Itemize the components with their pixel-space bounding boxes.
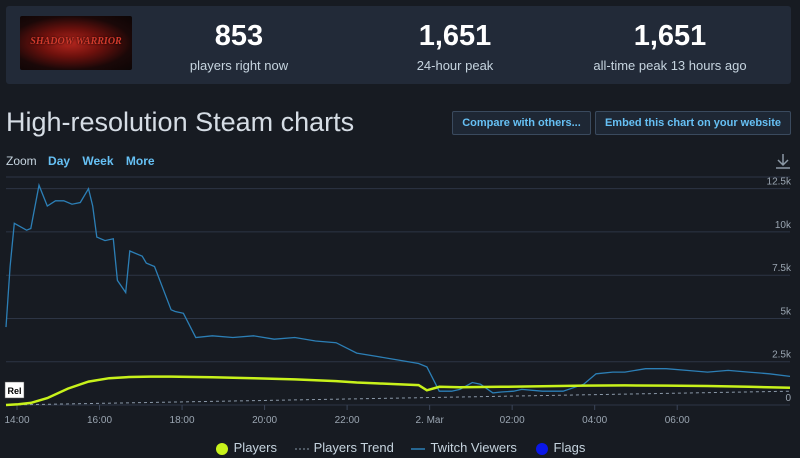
twitch-viewers-line [5,182,791,394]
x-tick-label: 18:00 [170,415,195,426]
players-dot-icon [215,442,228,455]
legend-players[interactable]: Players [215,440,277,456]
legend-label: Players Trend [313,440,394,455]
stat-label: 24-hour peak [416,58,494,73]
game-logo-text: SHADOW WARRIOR [30,36,122,47]
x-tick-label: 06:00 [665,415,690,426]
zoom-week-link[interactable]: Week [82,154,114,168]
x-axis-labels: 14:00 16:00 18:00 20:00 22:00 2. Mar 02:00 04:0… [4,405,690,426]
players-chart[interactable]: 12.5k 10k 7.5k 5k 2.5k 0 14:00 16:00 18:00 20:00… [0,175,800,435]
legend-label: Flags [553,440,586,455]
stat-24h-peak: 1,651 24-hour peak [375,20,535,73]
compare-button[interactable]: Compare with others... [452,111,591,135]
flags-dot-icon [535,442,548,455]
game-logo[interactable]: SHADOW WARRIOR [20,16,132,70]
y-tick-label: 5k [780,306,792,317]
zoom-row: Zoom Day Week More [6,154,164,168]
embed-button[interactable]: Embed this chart on your website [595,111,791,135]
download-icon[interactable] [774,152,792,170]
stat-value: 1,651 [633,20,707,52]
x-tick-label: 20:00 [252,415,277,426]
zoom-more-link[interactable]: More [125,154,155,168]
stat-label: all-time peak 13 hours ago [593,58,747,73]
x-tick-label: 16:00 [87,415,112,426]
y-tick-label: 0 [785,393,791,404]
y-tick-label: 10k [775,220,792,231]
stat-label: players right now [189,58,289,73]
x-tick-label: 14:00 [4,415,29,426]
legend-flags[interactable]: Flags [535,440,586,456]
page-title: High-resolution Steam charts [6,107,355,137]
stat-players-now: 853 players right now [159,20,319,73]
stat-all-time-peak: 1,651 all-time peak 13 hours ago [590,20,750,73]
line-icon [411,447,426,450]
y-tick-label: 12.5k [767,177,792,188]
release-flag-label: Rel [7,386,21,396]
stat-value: 1,651 [418,20,492,52]
stats-bar: SHADOW WARRIOR 853 players right now 1,6… [6,6,791,84]
players-line [5,375,791,407]
zoom-label: Zoom [6,154,37,168]
release-flag[interactable]: Rel [4,381,25,399]
x-tick-label: 2. Mar [415,415,444,426]
zoom-day-link[interactable]: Day [48,154,71,168]
dashed-line-icon [294,448,309,450]
stat-value: 853 [214,20,264,52]
x-tick-label: 02:00 [500,415,525,426]
chart-grid [6,176,790,406]
legend-label: Twitch Viewers [430,440,517,455]
x-tick-label: 22:00 [335,415,360,426]
y-axis-labels: 12.5k 10k 7.5k 5k 2.5k 0 [767,177,792,404]
legend-label: Players [233,440,277,455]
x-tick-label: 04:00 [582,415,607,426]
y-tick-label: 2.5k [772,350,792,361]
y-tick-label: 7.5k [772,263,792,274]
release-flag-box [4,381,25,399]
players-trend-line [5,390,791,406]
legend-players-trend[interactable]: Players Trend [294,440,394,456]
chart-legend: Players Players Trend Twitch Viewers Fla… [0,440,800,456]
legend-twitch-viewers[interactable]: Twitch Viewers [411,440,517,456]
